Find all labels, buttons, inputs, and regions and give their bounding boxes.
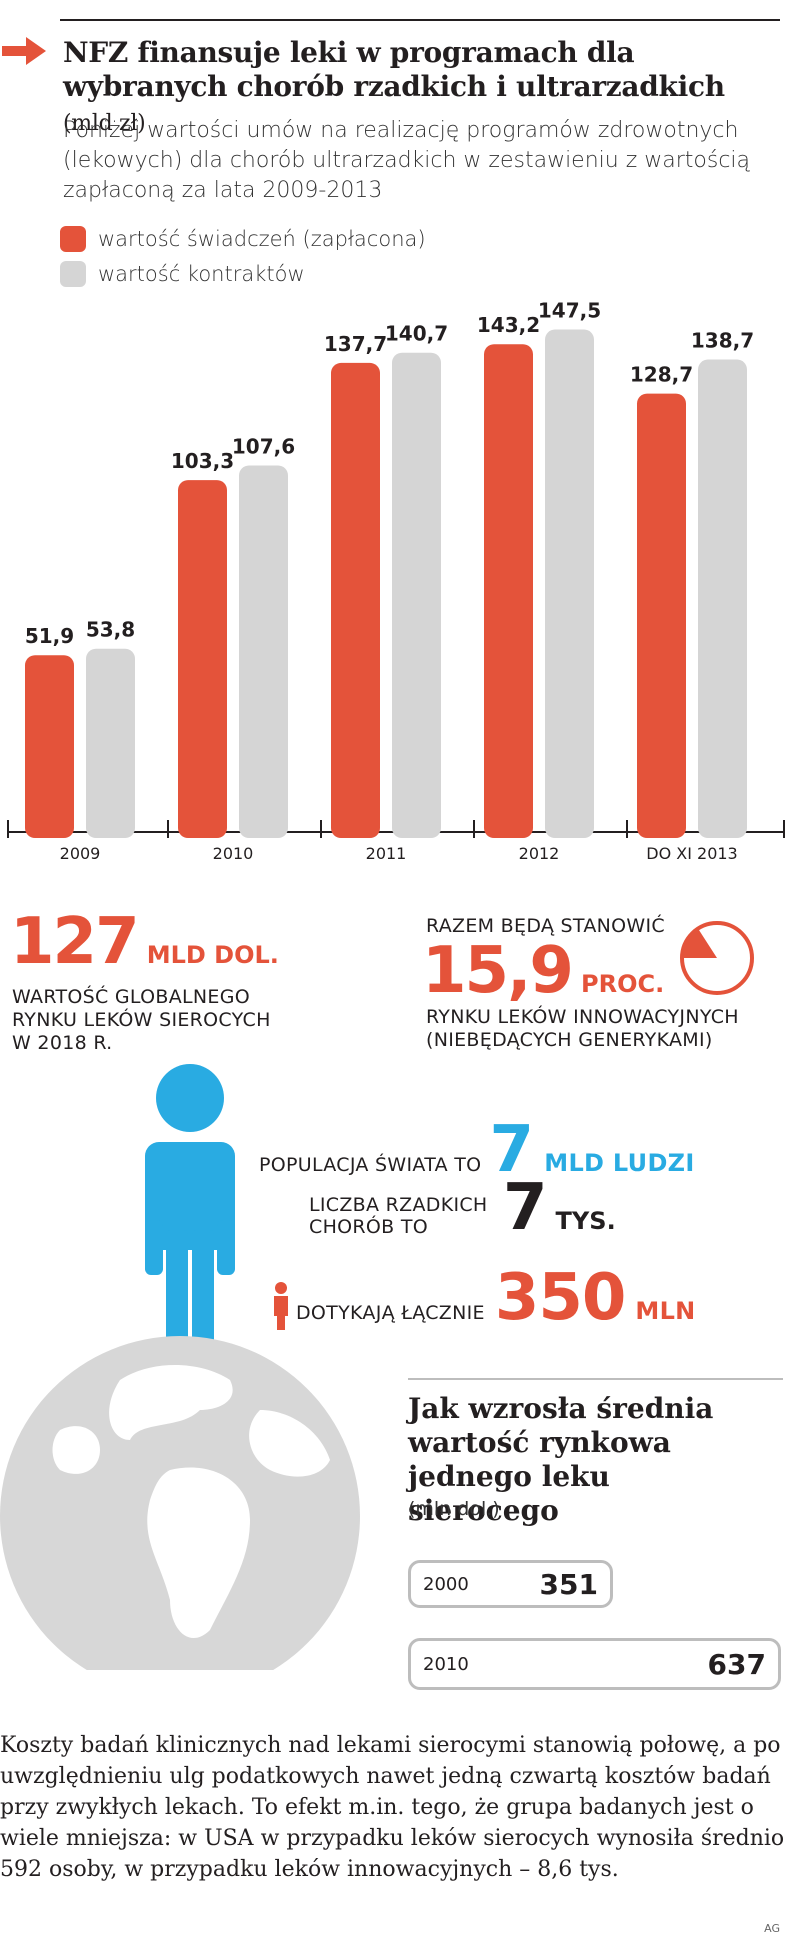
pie-share-icon [680,921,754,995]
avg-value-title: Jak wzrosła średnia wartość rynkowa jedn… [408,1392,714,1527]
bar-paid [637,393,686,838]
avg-row-value: 637 [707,1647,766,1681]
x-tick-label: DO XI 2013 [646,844,737,863]
bar-contract [698,359,747,838]
share-desc: RYNKU LEKÓW INNOWACYJNYCH (NIEBĘDĄCYCH G… [426,1006,739,1052]
x-tick-label: 2009 [60,844,101,863]
global-market-desc: WARTOŚĆ GLOBALNEGO RYNKU LEKÓW SIEROCYCH… [12,986,271,1055]
title-text: NFZ finansuje leki w programach dla wybr… [63,36,725,103]
rare-diseases-stat: 7 TYS. [503,1171,616,1245]
population-unit: MLD LUDZI [544,1149,695,1177]
person-globe-illustration [0,1064,360,1670]
x-tick-label: 2010 [213,844,254,863]
title-unit: (mld zł) [63,111,146,136]
share-stat: 15,9 PROC. [422,934,664,1008]
rare-diseases-label: LICZBA RZADKICH CHORÓB TO [309,1194,488,1238]
data-label: 138,7 [691,329,754,353]
legend-item-paid: wartość świadczeń (zapłacona) [60,226,426,252]
avg-row-year: 2000 [423,1573,469,1595]
bar-paid [25,655,74,838]
bar-paid [331,362,380,838]
globe-icon [0,1336,360,1670]
avg-value-unit: (mln dol.) [408,1498,500,1520]
legend-label-paid: wartość świadczeń (zapłacona) [98,227,426,251]
population-label: POPULACJA ŚWIATA TO [259,1154,482,1176]
rare-diseases-value: 7 [503,1171,548,1245]
legend-swatch-gray [60,261,86,287]
bar-paid [484,344,533,838]
x-tick-label: 2012 [519,844,560,863]
share-value: 15,9 [422,934,574,1008]
share-lead: RAZEM BĘDĄ STANOWIĆ [426,915,665,937]
avg-row-value: 351 [539,1567,598,1601]
affected-unit: MLN [635,1297,696,1325]
data-label: 53,8 [86,618,135,642]
legend-item-contract: wartość kontraktów [60,261,305,287]
desc-line: RYNKU LEKÓW INNOWACYJNYCH [426,1006,739,1028]
share-unit: PROC. [581,970,665,998]
desc-line: W 2018 R. [12,1032,113,1054]
legend-swatch-red [60,226,86,252]
x-tick-label: 2011 [366,844,407,863]
population-row: POPULACJA ŚWIATA TO 7 MLD LUDZI [259,1113,695,1187]
population-value: 7 [489,1113,535,1187]
data-label: 143,2 [477,313,540,337]
label-line: LICZBA RZADKICH [309,1194,488,1216]
footer-text: Koszty badań klinicznych nad lekami sier… [0,1733,785,1882]
data-label: 137,7 [324,332,387,356]
desc-line: WARTOŚĆ GLOBALNEGO [12,986,250,1008]
avg-value-row-2000: 2000 351 [408,1560,613,1608]
bar-paid [178,480,227,838]
panel-rule [408,1378,783,1380]
affected-row: DOTYKAJĄ ŁĄCZNIE 350 MLN [296,1261,696,1335]
desc-line: RYNKU LEKÓW SIEROCYCH [12,1009,271,1031]
chart-subtitle: Poniżej wartości umów na realizację prog… [63,118,751,203]
data-label: 140,7 [385,322,448,346]
data-label: 51,9 [25,624,74,648]
avg-row-year: 2010 [423,1653,469,1675]
bar-contract [545,329,594,838]
bar-contract [392,352,441,838]
affected-value: 350 [494,1261,627,1335]
desc-line: (NIEBĘDĄCYCH GENERYKAMI) [426,1029,713,1051]
data-label: 128,7 [630,363,693,387]
small-person-icon [274,1282,288,1330]
affected-label: DOTYKAJĄ ŁĄCZNIE [296,1302,485,1324]
rare-diseases-unit: TYS. [555,1207,616,1235]
data-label: 103,3 [171,449,234,473]
global-market-unit: MLD DOL. [146,941,279,969]
arrow-right-icon [2,37,46,65]
global-market-value: 127 [10,905,140,979]
data-label: 147,5 [538,299,601,323]
person-icon [145,1064,235,1360]
global-market-stat: 127 MLD DOL. [10,905,279,979]
avg-value-row-2010: 2010 637 [408,1638,781,1690]
chart-title: NFZ finansuje leki w programach dla wybr… [63,36,763,141]
label-line: CHORÓB TO [309,1216,429,1238]
bar-contract [86,648,135,838]
top-rule [60,19,780,21]
author-credit: AG [764,1922,780,1935]
bar-contract [239,465,288,838]
legend-label-contract: wartość kontraktów [98,262,305,286]
data-label: 107,6 [232,434,295,458]
